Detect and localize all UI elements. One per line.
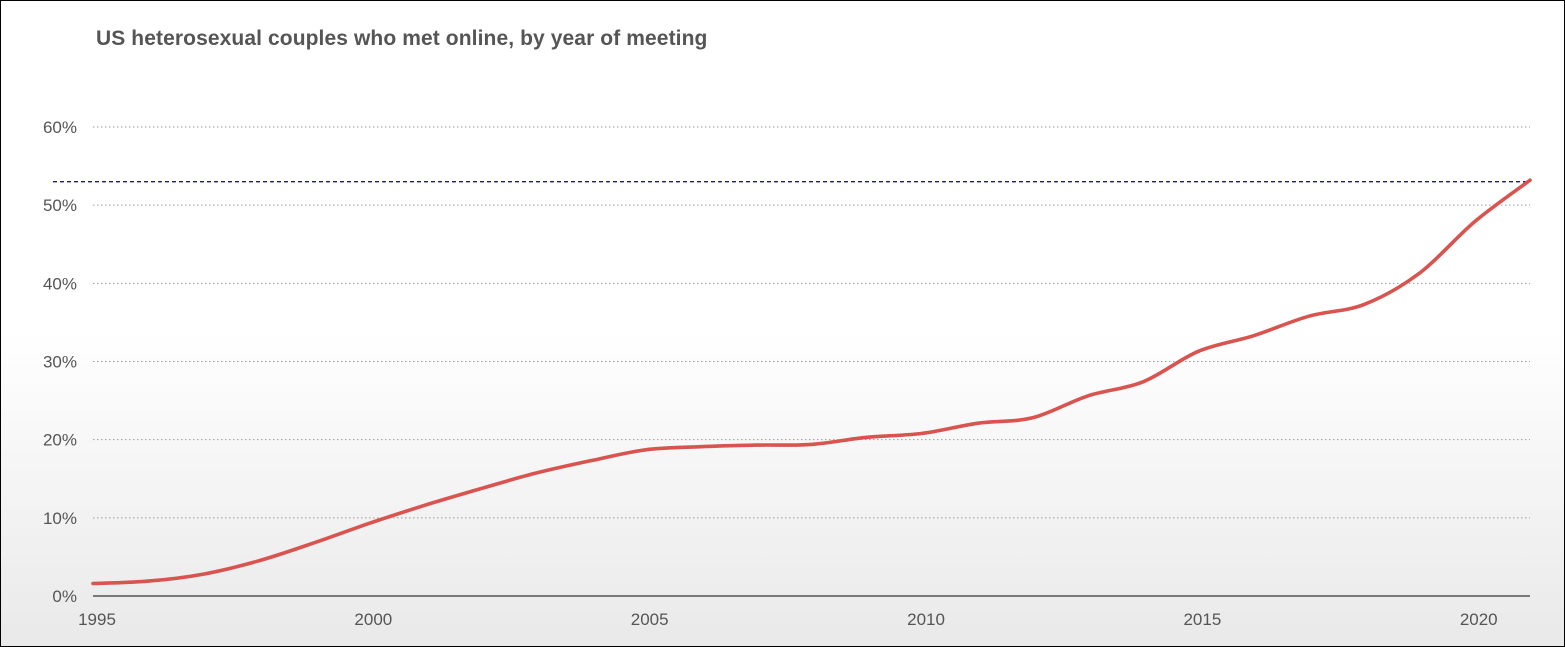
x-tick-label: 2005 bbox=[631, 610, 669, 629]
y-tick-label: 40% bbox=[43, 274, 77, 293]
y-tick-label: 60% bbox=[43, 118, 77, 137]
y-tick-label: 30% bbox=[43, 353, 77, 372]
x-tick-label: 2020 bbox=[1460, 610, 1498, 629]
y-tick-label: 0% bbox=[52, 587, 77, 606]
x-tick-label: 2015 bbox=[1183, 610, 1221, 629]
x-tick-label: 1995 bbox=[78, 610, 116, 629]
x-tick-label: 2010 bbox=[907, 610, 945, 629]
y-tick-label: 20% bbox=[43, 431, 77, 450]
y-tick-label: 50% bbox=[43, 196, 77, 215]
x-tick-label: 2000 bbox=[354, 610, 392, 629]
chart-title: US heterosexual couples who met online, … bbox=[96, 27, 708, 50]
y-tick-label: 10% bbox=[43, 509, 77, 528]
series-line bbox=[91, 178, 1532, 586]
